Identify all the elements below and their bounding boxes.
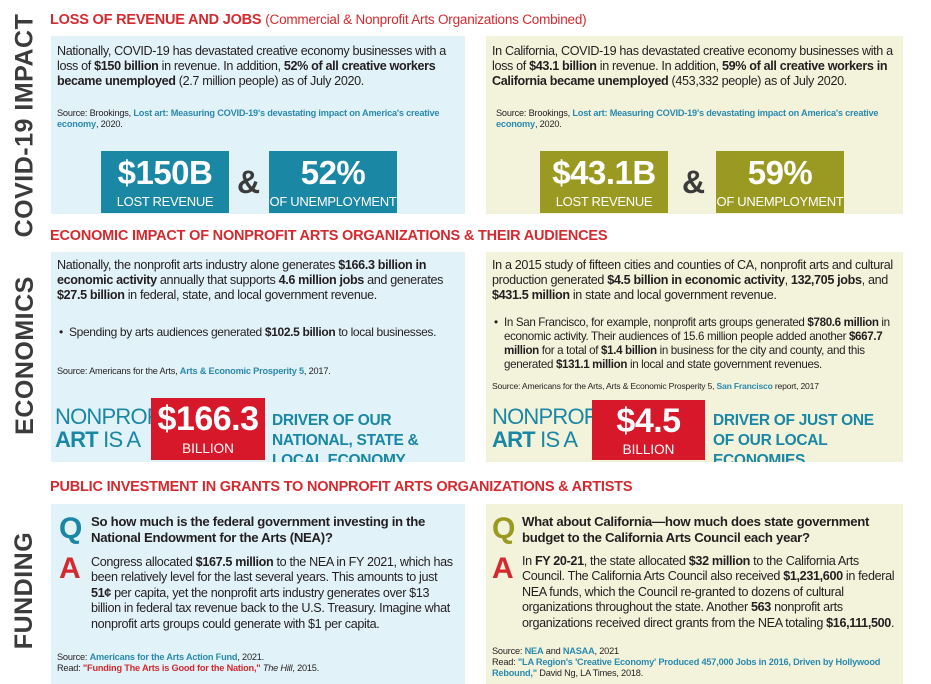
- action-fund-link[interactable]: Americans for the Arts Action Fund: [89, 652, 238, 662]
- stat-150b-lost-revenue: $150B LOST REVENUE: [101, 151, 229, 213]
- driver-national-text: DRIVER OF OUR NATIONAL, STATE & LOCAL EC…: [272, 412, 419, 462]
- federal-question: So how much is the federal government in…: [91, 514, 426, 545]
- economics-national-panel: Nationally, the nonprofit arts industry …: [51, 252, 465, 462]
- economics-california-text: In a 2015 study of fifteen cities and co…: [492, 258, 893, 302]
- nasaa-link[interactable]: NASAA: [562, 646, 595, 656]
- ampersand-ca: &: [682, 164, 706, 200]
- stat-52-unemployment: 52% OF UNEMPLOYMENT: [269, 151, 397, 213]
- brookings-link-ca[interactable]: Lost art: Measuring COVID-19's devastati…: [496, 108, 879, 129]
- san-francisco-link[interactable]: San Francisco: [716, 381, 773, 391]
- the-hill-link[interactable]: "Funding The Arts is Good for the Nation…: [82, 663, 261, 673]
- funding-california-source: Source: NEA and NASAA, 2021 Read: "LA Re…: [492, 646, 881, 678]
- stat-4-5-billion: $4.5 BILLION: [592, 400, 705, 460]
- economics-california-source: Source: Americans for the Arts, Arts & E…: [492, 381, 819, 391]
- nea-link[interactable]: NEA: [524, 646, 544, 656]
- nonprofit-art-label: NONPROFIT ART IS A: [55, 404, 178, 452]
- stat-59-unemployment: 59% OF UNEMPLOYMENT: [716, 151, 844, 213]
- brookings-link[interactable]: Lost art: Measuring COVID-19's devastati…: [57, 108, 440, 129]
- sidebar-label-funding: FUNDING: [10, 531, 39, 649]
- nonprofit-art-label-ca: NONPROFIT ART IS A: [492, 404, 615, 452]
- a-icon-ca: A: [492, 552, 514, 585]
- funding-federal-panel: Q So how much is the federal government …: [51, 504, 465, 684]
- covid-national-text: Nationally, COVID-19 has devastated crea…: [57, 44, 446, 88]
- economics-california-panel: In a 2015 study of fifteen cities and co…: [486, 252, 903, 462]
- economics-national-source: Source: Americans for the Arts, Arts & E…: [57, 366, 331, 376]
- stat-166-billion: $166.3 BILLION: [151, 398, 265, 460]
- california-answer: In FY 20-21, the state allocated $32 mil…: [522, 554, 895, 630]
- a-icon: A: [59, 552, 81, 585]
- la-times-link[interactable]: "LA Region's 'Creative Economy' Produced…: [492, 657, 881, 678]
- covid-national-panel: Nationally, COVID-19 has devastated crea…: [51, 36, 465, 214]
- covid-california-source: Source: Brookings, Lost art: Measuring C…: [496, 108, 879, 129]
- ampersand: &: [237, 164, 261, 200]
- aep5-link[interactable]: Arts & Economic Prosperity 5: [179, 366, 304, 376]
- section-title-economic-impact: ECONOMIC IMPACT OF NONPROFIT ARTS ORGANI…: [50, 228, 608, 244]
- california-question: What about California—how much does stat…: [522, 514, 870, 545]
- covid-california-text: In California, COVID-19 has devastated c…: [492, 44, 893, 88]
- stat-43b-lost-revenue: $43.1B LOST REVENUE: [540, 151, 668, 213]
- federal-answer: Congress allocated $167.5 million to the…: [91, 555, 453, 631]
- audience-spending-bullet: Spending by arts audiences generated $10…: [57, 325, 457, 340]
- q-icon-ca: Q: [492, 512, 516, 545]
- covid-national-source: Source: Brookings, Lost art: Measuring C…: [57, 108, 440, 129]
- economics-national-text: Nationally, the nonprofit arts industry …: [57, 258, 444, 302]
- covid-california-panel: In California, COVID-19 has devastated c…: [486, 36, 903, 214]
- san-francisco-bullet: In San Francisco, for example, nonprofit…: [492, 316, 896, 372]
- funding-federal-source: Source: Americans for the Arts Action Fu…: [57, 652, 320, 673]
- driver-local-text: DRIVER OF JUST ONE OF OUR LOCAL ECONOMIE…: [713, 412, 874, 462]
- sidebar-label-covid: COVID-19 IMPACT: [10, 13, 39, 237]
- sidebar-label-economics: ECONOMICS: [10, 275, 39, 435]
- funding-california-panel: Q What about California—how much does st…: [486, 504, 903, 684]
- section-title-revenue: LOSS OF REVENUE AND JOBS (Commercial & N…: [50, 12, 587, 28]
- section-title-public-investment: PUBLIC INVESTMENT IN GRANTS TO NONPROFIT…: [50, 479, 633, 495]
- q-icon: Q: [59, 512, 83, 545]
